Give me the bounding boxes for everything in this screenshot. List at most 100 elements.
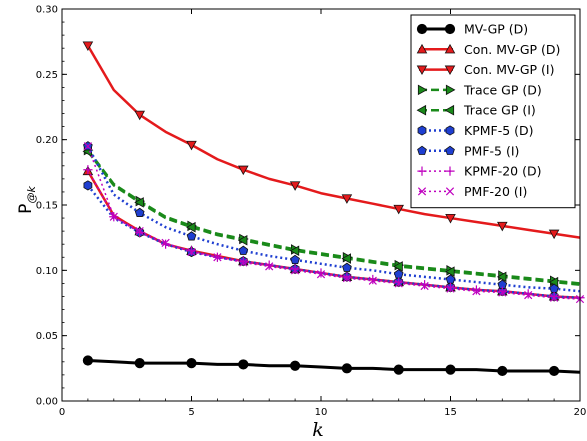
data-point	[186, 246, 197, 256]
data-point	[264, 260, 274, 270]
data-point	[82, 41, 94, 52]
legend-label: Trace GP (I)	[463, 103, 536, 118]
data-point	[445, 266, 455, 277]
data-point	[186, 140, 197, 151]
data-point	[394, 279, 403, 288]
axes	[61, 8, 581, 402]
data-point	[265, 262, 274, 271]
legend-marker	[444, 23, 456, 35]
data-point	[420, 281, 429, 291]
tick-labels: 0 5 10 15 20 0.00 0.05 0.10 0.15 0.20 0.25 0.30	[36, 5, 587, 419]
legend-label: Trace GP (D)	[463, 82, 542, 97]
legend-marker	[445, 187, 455, 196]
series-line	[86, 150, 581, 286]
y-axis-label-main: P	[16, 204, 36, 214]
legend-item: Trace GP (D)	[417, 82, 542, 97]
y-axis-label: P@k	[16, 186, 38, 214]
data-point	[445, 213, 456, 224]
legend-marker	[417, 84, 428, 96]
legend-marker	[445, 84, 456, 96]
data-point	[342, 272, 352, 282]
plot-area	[82, 41, 585, 377]
legend-marker	[417, 187, 427, 196]
legend-marker	[445, 166, 455, 176]
data-point	[549, 365, 560, 377]
data-point	[549, 291, 559, 302]
data-point	[393, 261, 403, 272]
legend-item: Con. MV-GP (I)	[416, 62, 554, 77]
series-line	[86, 44, 581, 239]
data-point	[471, 285, 481, 295]
x-tick-label: 15	[444, 407, 457, 418]
data-point	[497, 286, 507, 296]
data-point	[316, 268, 326, 278]
data-point	[368, 274, 378, 285]
data-point	[290, 266, 300, 275]
legend-item: Trace GP (I)	[416, 103, 536, 118]
data-point	[186, 231, 197, 241]
data-point	[289, 181, 301, 191]
series-line	[87, 169, 581, 299]
legend-marker	[416, 23, 428, 35]
data-point	[290, 360, 301, 371]
data-point	[134, 207, 145, 217]
data-point	[83, 180, 93, 191]
y-tick-label: 0.25	[36, 70, 58, 81]
y-tick-label: 0.15	[36, 201, 58, 212]
data-point	[394, 277, 404, 287]
data-point	[82, 355, 94, 366]
series-line	[87, 145, 581, 300]
data-point	[341, 194, 353, 204]
legend-marker	[444, 104, 455, 116]
series-8	[83, 142, 585, 304]
y-tick-label: 0.20	[36, 135, 58, 146]
data-point	[186, 221, 196, 233]
data-point	[186, 358, 197, 369]
data-point	[498, 288, 507, 297]
series-0	[82, 355, 581, 377]
data-point	[290, 264, 300, 274]
legend-label: Con. MV-GP (I)	[464, 62, 554, 77]
data-point	[341, 253, 351, 264]
data-point	[83, 142, 93, 151]
data-point	[135, 227, 145, 238]
legend-label: KPMF-5 (D)	[464, 123, 534, 138]
legend-item: KPMF-20 (D)	[417, 164, 541, 179]
data-point	[135, 227, 144, 236]
data-point	[134, 358, 145, 369]
data-point	[109, 212, 118, 221]
data-point	[523, 289, 533, 299]
data-point	[342, 262, 352, 272]
data-point	[472, 287, 481, 296]
data-point	[134, 197, 144, 208]
data-point	[420, 280, 430, 290]
legend-label: PMF-20 (I)	[464, 184, 527, 199]
data-point	[341, 363, 352, 374]
data-point	[446, 284, 455, 293]
data-point	[497, 365, 508, 377]
series-line	[86, 145, 581, 293]
data-point	[368, 276, 377, 285]
data-point	[289, 245, 300, 257]
legend-item: Con. MV-GP (D)	[416, 42, 560, 57]
y-axis-label-sub: @k	[25, 186, 38, 204]
y-tick-label: 0.05	[36, 331, 58, 342]
x-tick-label: 20	[574, 407, 587, 418]
data-point	[290, 254, 300, 265]
legend-marker	[416, 104, 427, 116]
y-tick-label: 0.30	[36, 5, 58, 16]
legend-marker	[444, 43, 456, 54]
data-point	[342, 274, 352, 283]
series-7	[83, 165, 585, 303]
x-tick-label: 5	[188, 407, 194, 418]
x-tick-label: 0	[59, 407, 65, 418]
data-point	[524, 291, 533, 300]
legend-label: Con. MV-GP (D)	[464, 42, 560, 57]
legend-marker	[416, 43, 428, 54]
data-point	[238, 165, 249, 176]
data-point	[237, 235, 248, 246]
series-2	[82, 41, 581, 240]
x-axis-label: k	[312, 419, 324, 441]
y-tick-label: 0.10	[36, 266, 58, 277]
legend-item: KPMF-5 (D)	[417, 123, 534, 138]
